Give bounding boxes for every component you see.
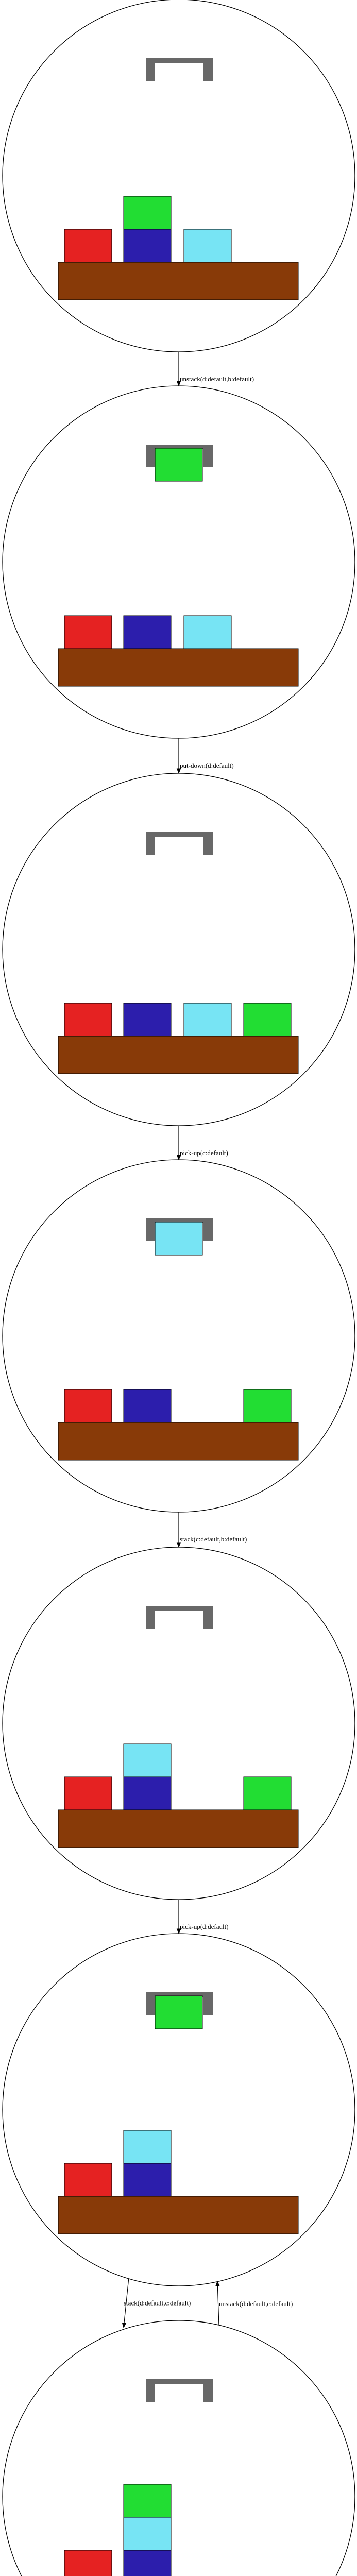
gripper-icon <box>146 832 213 855</box>
block-a <box>64 1003 112 1037</box>
block-a <box>64 615 112 649</box>
transition-label: stack(c:default,b:default) <box>180 1535 247 1543</box>
block-d <box>243 1776 292 1810</box>
transition-label: stack(d:default,c:default) <box>124 2299 191 2307</box>
table <box>58 2196 299 2234</box>
block-b <box>123 229 172 263</box>
block-b <box>123 615 172 649</box>
gripper-icon <box>146 1992 213 2015</box>
block-c <box>183 229 232 263</box>
held-block-d <box>155 448 203 482</box>
state-node <box>2 1547 355 1900</box>
transition-arrow <box>122 2277 129 2329</box>
transition-label: pick-up(c:default) <box>180 1149 228 1157</box>
block-c <box>123 2130 172 2164</box>
gripper-icon <box>146 1218 213 1241</box>
table <box>58 648 299 687</box>
state-node <box>2 0 355 352</box>
block-b <box>123 1776 172 1810</box>
block-b <box>123 2550 172 2576</box>
table <box>58 1422 299 1461</box>
held-block-d <box>155 1995 203 2029</box>
state-node <box>2 385 355 739</box>
held-block-c <box>155 1222 203 1256</box>
gripper-icon <box>146 2379 213 2402</box>
block-d <box>243 1003 292 1037</box>
transition-edges: unstack(d:default,b:default) put-down(d:d… <box>122 352 293 2329</box>
block-d <box>243 1389 292 1423</box>
table <box>58 262 299 300</box>
state-circle <box>2 2320 355 2576</box>
block-a <box>64 229 112 263</box>
block-b <box>123 2163 172 2197</box>
table <box>58 1036 299 1074</box>
state-node <box>2 1933 355 2286</box>
block-d <box>123 2484 172 2518</box>
state-node <box>2 2320 355 2576</box>
transition-label: put-down(d:default) <box>180 761 234 769</box>
block-a <box>64 1776 112 1810</box>
block-c <box>123 1743 172 1777</box>
transition-label: unstack(d:default,c:default) <box>219 2300 293 2308</box>
block-a <box>64 1389 112 1423</box>
block-b <box>123 1389 172 1423</box>
gripper-icon <box>146 58 213 81</box>
block-d <box>123 196 172 230</box>
transition-arrow <box>215 2280 220 2326</box>
gripper-icon <box>146 1606 213 1629</box>
gripper-icon <box>146 445 213 467</box>
block-c <box>183 615 232 649</box>
block-c <box>123 2517 172 2551</box>
block-c <box>183 1003 232 1037</box>
transition-label: pick-up(d:default) <box>180 1923 229 1930</box>
block-a <box>64 2163 112 2197</box>
state-node <box>2 773 355 1126</box>
transition-label: unstack(d:default,b:default) <box>180 375 254 383</box>
block-a <box>64 2550 112 2576</box>
state-node <box>2 1159 355 1513</box>
block-b <box>123 1003 172 1037</box>
table <box>58 1809 299 1848</box>
